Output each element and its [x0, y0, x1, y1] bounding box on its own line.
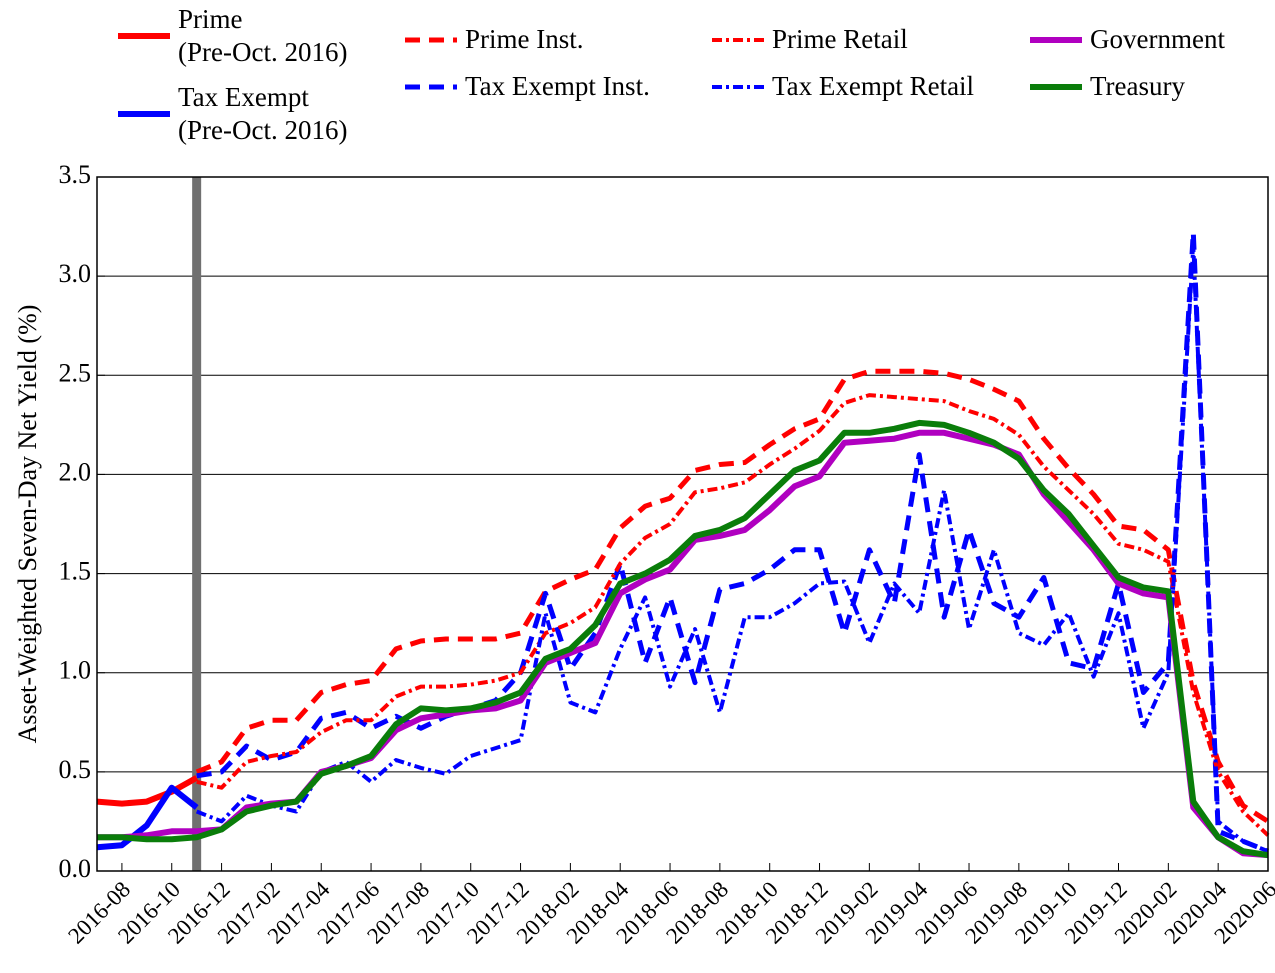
y-tick-label: 3.0 [59, 259, 92, 288]
legend-item: Tax Exempt Retail [712, 70, 974, 103]
legend-item: Prime Inst. [405, 23, 650, 56]
legend-swatch [1030, 83, 1082, 90]
legend-label: Tax Exempt (Pre-Oct. 2016) [178, 82, 348, 145]
legend-label: Prime Retail [772, 24, 908, 54]
series-line [196, 393, 1270, 837]
legend-swatch [405, 84, 457, 89]
legend-item: Tax Exempt Inst. [405, 70, 650, 103]
y-tick-label: 2.5 [59, 358, 92, 387]
legend-swatch [1030, 36, 1082, 43]
legend-swatch [118, 111, 170, 117]
series-line [96, 784, 199, 851]
legend-swatch [712, 84, 764, 89]
y-tick-label: 0.5 [59, 755, 92, 784]
legend-column: Prime (Pre-Oct. 2016) Tax Exempt (Pre-Oct… [118, 3, 347, 147]
legend-swatch [712, 37, 764, 42]
legend-item: Government [1030, 23, 1225, 56]
series-line [195, 244, 1269, 854]
series-line [97, 419, 1269, 859]
series-line [196, 230, 1269, 854]
legend-label: Prime Inst. [465, 24, 584, 54]
legend-item: Tax Exempt (Pre-Oct. 2016) [118, 81, 347, 147]
legend-column: Government Treasury [1030, 23, 1225, 103]
y-tick-label: 0.0 [59, 854, 92, 883]
series-line [195, 368, 1270, 824]
legend-label: Tax Exempt Retail [772, 71, 975, 101]
legend-item: Treasury [1030, 70, 1225, 103]
y-tick-label: 3.5 [59, 160, 92, 189]
legend-label: Prime (Pre-Oct. 2016) [178, 4, 348, 67]
legend-label: Tax Exempt Inst. [465, 71, 650, 101]
legend-swatch [118, 33, 170, 39]
legend-item: Prime (Pre-Oct. 2016) [118, 3, 347, 69]
legend-item: Prime Retail [712, 23, 974, 56]
y-tick-label: 2.0 [59, 457, 92, 486]
legend-column: Prime Retail Tax Exempt Retail [712, 23, 974, 103]
legend-label: Treasury [1090, 71, 1186, 101]
legend-label: Government [1090, 24, 1225, 54]
plot-frame [96, 176, 1269, 872]
y-tick-label: 1.5 [59, 557, 92, 586]
y-axis-label: Asset-Weighted Seven-Day Net Yield (%) [13, 305, 42, 744]
y-tick-label: 1.0 [59, 656, 92, 685]
legend-column: Prime Inst. Tax Exempt Inst. [405, 23, 650, 103]
legend-swatch [405, 37, 457, 42]
series-line [96, 775, 199, 807]
